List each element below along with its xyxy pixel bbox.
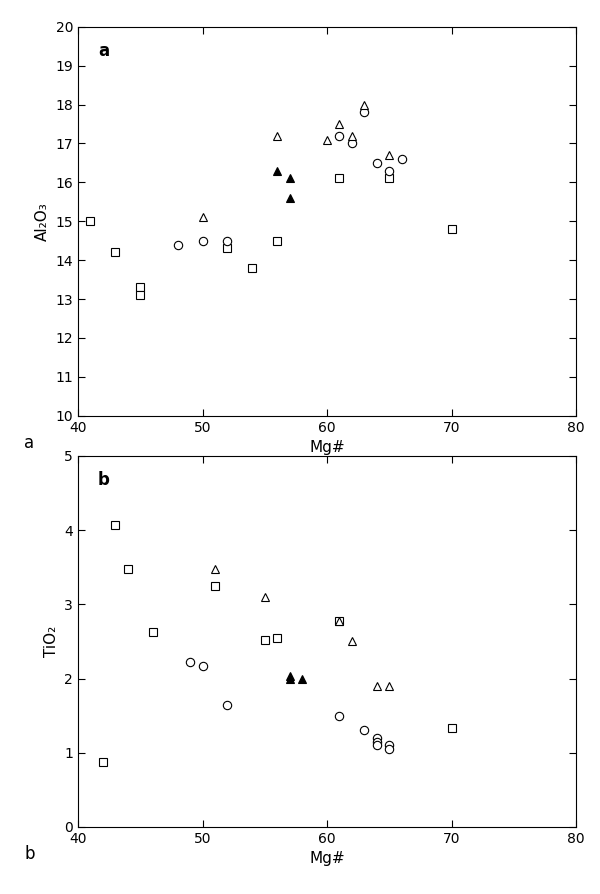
Text: a: a — [24, 434, 34, 451]
Text: b: b — [24, 845, 35, 863]
Y-axis label: Al₂O₃: Al₂O₃ — [35, 202, 50, 240]
X-axis label: Mg#: Mg# — [309, 440, 345, 455]
X-axis label: Mg#: Mg# — [309, 851, 345, 866]
Text: b: b — [98, 471, 110, 489]
Y-axis label: TiO₂: TiO₂ — [44, 626, 59, 657]
Text: a: a — [98, 42, 109, 61]
